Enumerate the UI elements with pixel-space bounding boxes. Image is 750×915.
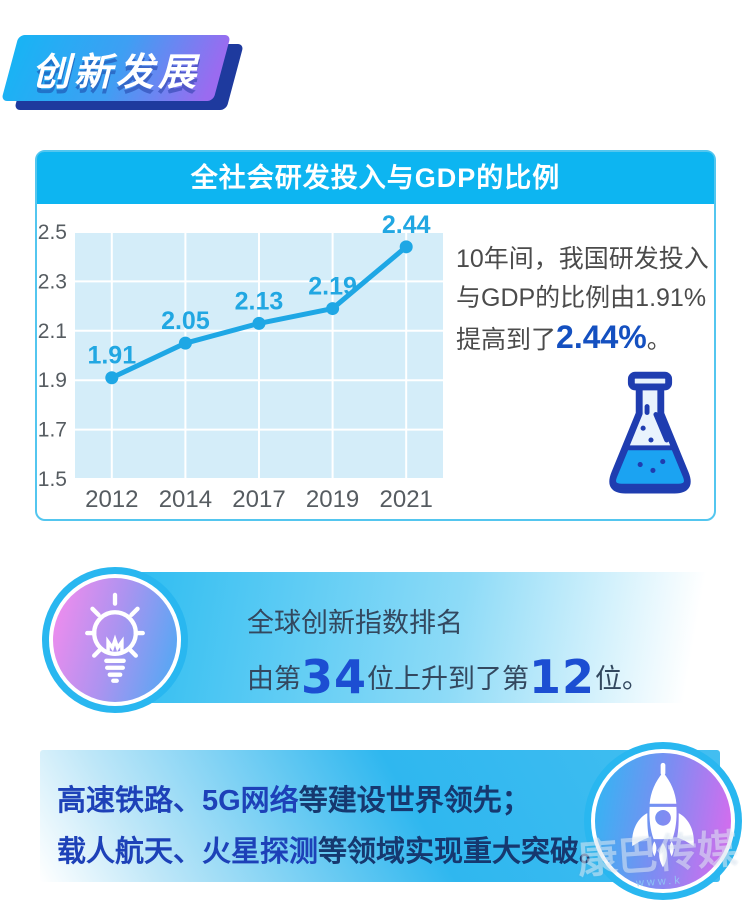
desc-line-3: 提高到了2.44%。 bbox=[456, 319, 672, 355]
title-badge: 创新发展 bbox=[1, 35, 244, 110]
svg-text:2014: 2014 bbox=[159, 486, 212, 513]
rank-line-2: 由第34位上升到了第12位。 bbox=[247, 650, 650, 704]
achievement-line-2: 载人航天、火星探测等领域实现重大突破。 bbox=[57, 836, 609, 868]
svg-text:1.9: 1.9 bbox=[38, 369, 67, 392]
svg-text:2.13: 2.13 bbox=[235, 287, 284, 315]
svg-text:2019: 2019 bbox=[306, 486, 359, 513]
svg-text:2.1: 2.1 bbox=[38, 320, 67, 343]
svg-text:2.05: 2.05 bbox=[161, 307, 210, 335]
svg-text:2012: 2012 bbox=[85, 486, 138, 513]
rank-line-1: 全球创新指数排名 bbox=[247, 608, 463, 638]
rank-text: 全球创新指数排名 由第34位上升到了第12位。 bbox=[247, 601, 649, 704]
svg-text:2017: 2017 bbox=[232, 486, 285, 513]
rocket-icon bbox=[632, 762, 694, 868]
svg-text:2.5: 2.5 bbox=[38, 221, 67, 244]
desc-line-1: 10年间，我国研发投入 bbox=[456, 245, 709, 273]
card-title: 全社会研发投入与GDP的比例 bbox=[37, 152, 714, 204]
svg-text:2.44: 2.44 bbox=[382, 211, 431, 239]
rank-banner bbox=[135, 572, 720, 703]
gdp-ratio-line-chart: 1.5 1.7 1.9 2.1 2.3 2.5 2012 2014 2017 2019 2021 1.… bbox=[38, 211, 443, 513]
svg-text:2021: 2021 bbox=[380, 486, 433, 513]
flask-icon bbox=[609, 371, 691, 494]
desc-line-2: 与GDP的比例由1.91% bbox=[456, 284, 707, 312]
rank-number-to: 12 bbox=[529, 650, 596, 704]
lightbulb-icon bbox=[85, 592, 145, 683]
svg-text:1.7: 1.7 bbox=[38, 419, 67, 442]
svg-text:2.3: 2.3 bbox=[38, 270, 67, 293]
achievement-line-1: 高速铁路、5G网络等建设世界领先； bbox=[57, 785, 531, 817]
svg-text:2.19: 2.19 bbox=[308, 273, 357, 301]
svg-text:1.91: 1.91 bbox=[87, 342, 136, 370]
lightbulb-badge bbox=[42, 567, 188, 713]
page-title: 创新发展 bbox=[31, 51, 200, 94]
achievements-text: 高速铁路、5G网络等建设世界领先； 载人航天、火星探测等领域实现重大突破。 bbox=[57, 776, 608, 878]
rank-number-from: 34 bbox=[301, 650, 368, 704]
highlight-percentage: 2.44% bbox=[556, 319, 647, 355]
svg-text:1.5: 1.5 bbox=[38, 468, 67, 491]
rocket-badge bbox=[584, 742, 742, 900]
rnd-description: 10年间，我国研发投入 与GDP的比例由1.91% 提高到了2.44%。 bbox=[456, 240, 724, 360]
